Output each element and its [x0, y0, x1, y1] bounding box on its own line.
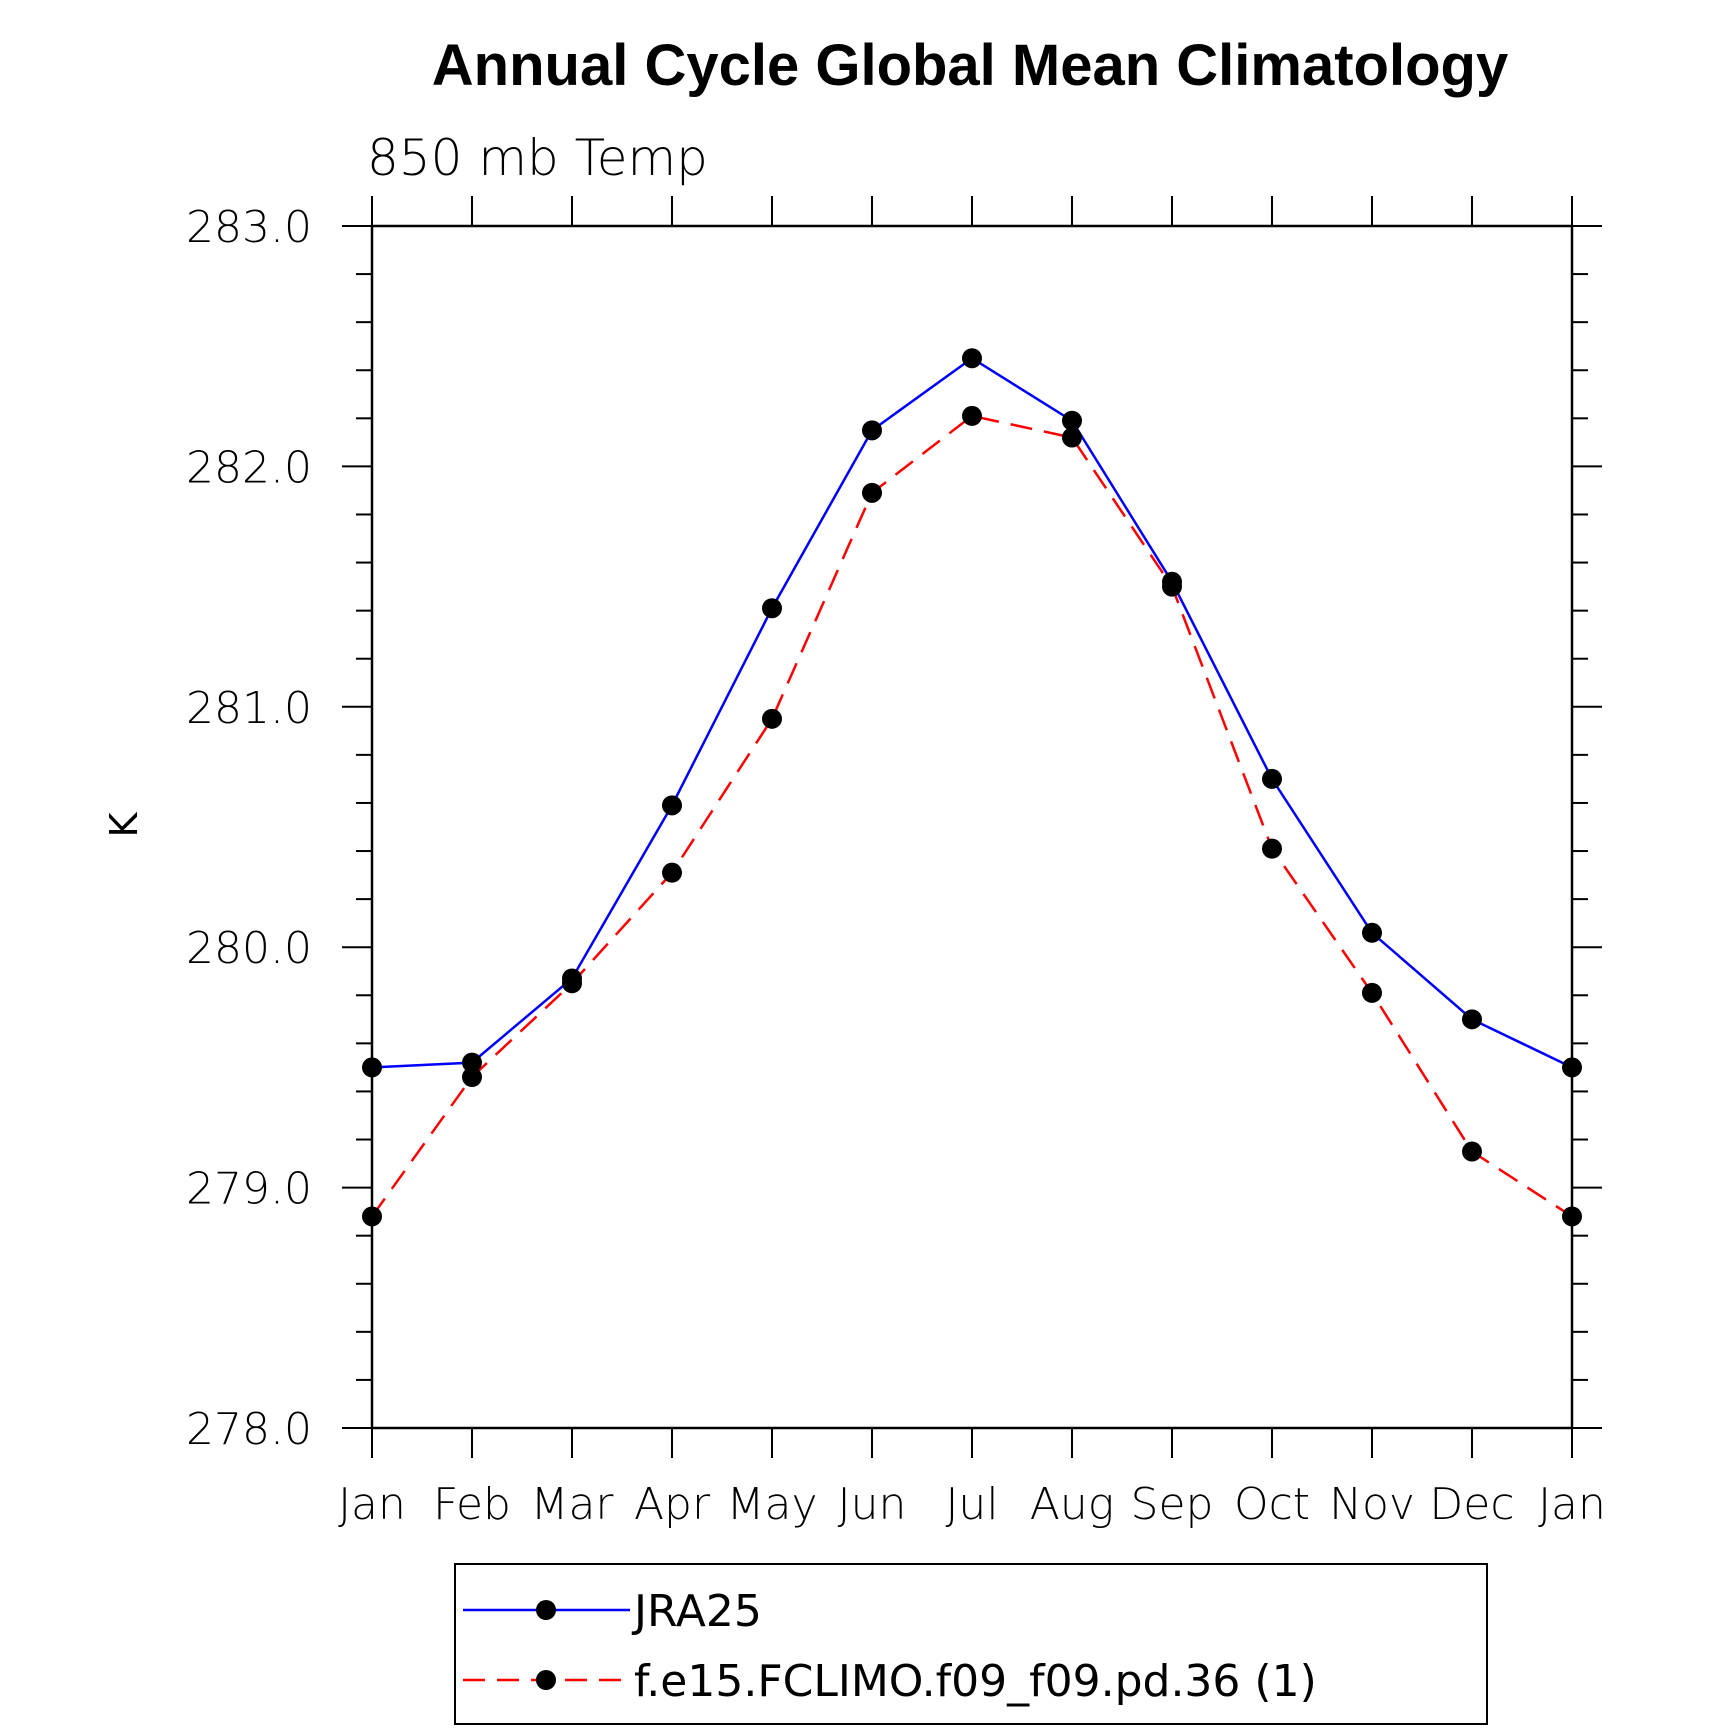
axes: 278.0 279.0 280.0 281.0 282.0 283.0 Jan Feb Mar A… [186, 196, 1606, 1530]
y-tick-label: 282.0 [186, 442, 312, 493]
data-point-series-1 [862, 482, 882, 503]
data-point-series-0 [1362, 922, 1382, 943]
x-tick-label: Apr [634, 1479, 711, 1530]
chart-title: Annual Cycle Global Mean Climatology [432, 33, 1508, 98]
legend-label-model: f.e15.FCLIMO.f09_f09.pd.36 (1) [634, 1656, 1317, 1707]
legend-label-jra25: JRA25 [631, 1586, 762, 1637]
x-tick-label: Dec [1429, 1479, 1514, 1530]
x-tick-label: Jun [838, 1479, 907, 1530]
legend: JRA25 f.e15.FCLIMO.f09_f09.pd.36 (1) [454, 1563, 1488, 1725]
legend-marker-model [536, 1670, 556, 1690]
data-point-series-1 [1262, 838, 1282, 859]
x-tick-label: Oct [1234, 1479, 1310, 1530]
data-point-series-0 [1262, 768, 1282, 789]
data-point-series-0 [362, 1057, 382, 1078]
x-tick-label: Sep [1131, 1479, 1214, 1530]
chart-subtitle: 850 mb Temp [367, 129, 708, 187]
data-point-series-0 [962, 348, 982, 369]
data-point-series-0 [1562, 1057, 1582, 1078]
y-tick-label: 278.0 [186, 1404, 312, 1455]
x-tick-label: Mar [530, 1479, 614, 1530]
x-tick-label: Jul [945, 1479, 998, 1530]
y-tick-label: 283.0 [186, 202, 312, 253]
data-point-series-0 [1462, 1009, 1482, 1030]
y-tick-label: 281.0 [186, 683, 312, 734]
data-point-series-1 [562, 973, 582, 994]
x-tick-label: Jan [1538, 1479, 1606, 1530]
x-tick-label: Feb [433, 1479, 511, 1530]
x-tick-label: Aug [1030, 1479, 1114, 1530]
data-point-series-1 [462, 1067, 482, 1088]
data-point-series-1 [1462, 1141, 1482, 1162]
data-point-series-1 [1162, 576, 1182, 597]
data-point-series-1 [1362, 982, 1382, 1003]
series-layer [362, 348, 1582, 1227]
data-point-series-1 [1562, 1206, 1582, 1227]
data-point-series-1 [1062, 427, 1082, 448]
series-line-0 [371, 356, 1573, 1069]
data-point-series-1 [762, 708, 782, 729]
data-point-series-1 [962, 405, 982, 426]
data-point-series-0 [862, 420, 882, 441]
y-axis-label: K [102, 811, 146, 837]
x-tick-label: Nov [1329, 1479, 1415, 1530]
data-point-series-0 [662, 795, 682, 816]
x-tick-label: May [727, 1479, 818, 1530]
y-tick-label: 279.0 [186, 1164, 312, 1215]
data-point-series-1 [662, 862, 682, 883]
y-tick-label: 280.0 [186, 923, 312, 974]
legend-marker-jra25 [536, 1600, 556, 1620]
data-point-series-0 [762, 598, 782, 619]
x-tick-label: Jan [338, 1479, 406, 1530]
legend-box [454, 1563, 1488, 1725]
data-point-series-0 [462, 1052, 482, 1073]
series-line-1 [370, 414, 1573, 1218]
data-point-series-0 [1062, 410, 1082, 431]
data-point-series-1 [362, 1206, 382, 1227]
